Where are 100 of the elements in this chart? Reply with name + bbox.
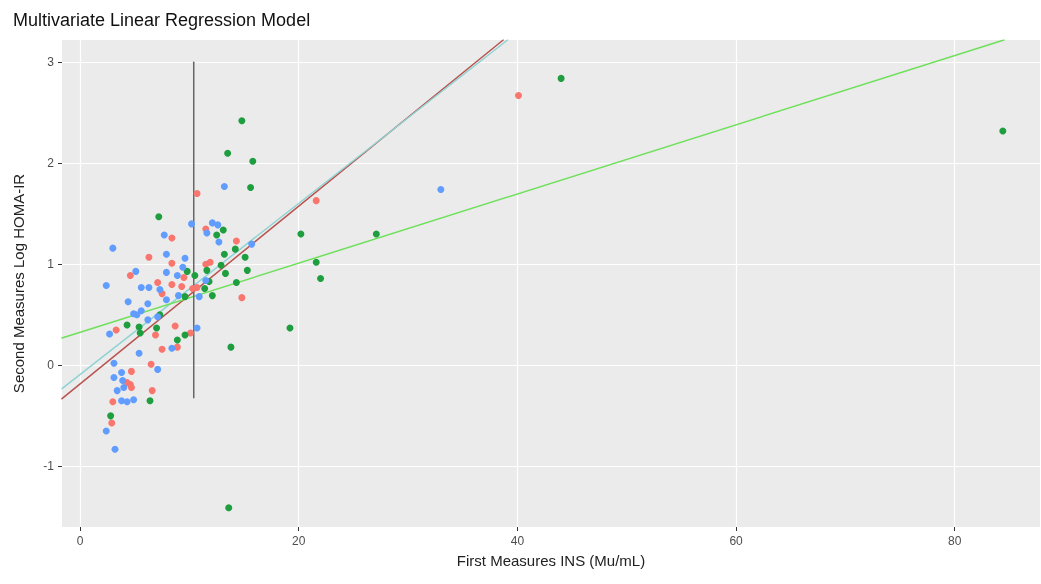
point (102, 427, 110, 435)
point (173, 336, 181, 344)
point (130, 396, 138, 404)
point (171, 322, 179, 330)
point (312, 197, 320, 205)
point (312, 258, 320, 266)
point (154, 278, 162, 286)
point (144, 300, 152, 308)
point (188, 220, 196, 228)
x-tick-label: 40 (510, 534, 525, 548)
point (219, 226, 227, 234)
point (155, 213, 163, 221)
point (514, 92, 522, 100)
point (145, 253, 153, 261)
point (132, 267, 140, 275)
y-tick-label: 3 (47, 55, 55, 70)
point (178, 283, 186, 291)
point (999, 127, 1007, 135)
point (151, 331, 159, 339)
point (118, 397, 126, 405)
x-tick-label: 20 (292, 534, 306, 548)
point (154, 365, 162, 373)
chart-title: Multivariate Linear Regression Model (13, 10, 311, 30)
x-tick-label: 60 (729, 534, 744, 548)
point (148, 387, 156, 395)
point (162, 296, 170, 304)
point (224, 149, 232, 157)
x-tick-label: 0 (76, 534, 84, 548)
point (193, 284, 201, 292)
point (243, 266, 251, 274)
point (195, 293, 203, 301)
point (231, 245, 239, 253)
y-axis-title: Second Measures Log HOMA-IR (10, 173, 27, 394)
y-tick-label: -1 (43, 459, 55, 474)
point (372, 230, 380, 238)
point (227, 343, 235, 351)
point (241, 253, 249, 261)
point (238, 294, 246, 302)
point (127, 367, 135, 375)
point (106, 330, 114, 338)
point (220, 183, 228, 190)
point (110, 359, 118, 367)
point (193, 190, 201, 198)
point (437, 186, 445, 194)
point (181, 254, 189, 262)
point (208, 292, 216, 300)
point (232, 278, 240, 286)
point (158, 345, 166, 353)
point (146, 397, 154, 405)
point (168, 281, 176, 289)
point (168, 259, 176, 267)
point (213, 231, 221, 239)
point (173, 343, 181, 351)
point (203, 229, 211, 237)
point (180, 273, 188, 281)
y-tick-label: 0 (47, 358, 55, 373)
point (186, 329, 194, 337)
point (135, 349, 143, 357)
point (557, 74, 565, 82)
point (220, 250, 228, 258)
point (144, 316, 152, 324)
point (113, 387, 121, 395)
point (145, 284, 153, 292)
point (153, 324, 161, 332)
y-tick-label: 1 (47, 257, 55, 272)
y-tick-label: 2 (47, 156, 55, 171)
x-tick-label: 80 (948, 534, 962, 548)
point (232, 237, 240, 245)
point (109, 244, 117, 252)
point (203, 266, 211, 274)
point (247, 184, 255, 192)
point (160, 231, 168, 239)
point (249, 157, 257, 165)
point (248, 240, 256, 248)
point (118, 368, 126, 376)
point (317, 274, 325, 282)
point (217, 261, 225, 269)
point (156, 286, 164, 294)
point (111, 445, 119, 453)
point (168, 344, 176, 352)
point (179, 263, 187, 271)
point (147, 360, 155, 368)
point (102, 282, 110, 290)
point (120, 384, 128, 392)
point (162, 268, 170, 276)
point (110, 373, 118, 381)
point (206, 258, 214, 266)
point (174, 292, 182, 300)
point (108, 419, 116, 427)
point (119, 377, 127, 384)
point (162, 250, 170, 258)
point (124, 298, 132, 306)
x-axis-title: First Measures INS (Mu/mL) (456, 552, 646, 569)
point (225, 504, 233, 512)
point (201, 285, 209, 293)
point (221, 269, 229, 277)
point (183, 267, 191, 275)
point (191, 271, 199, 279)
point (215, 238, 223, 246)
point (181, 293, 189, 301)
